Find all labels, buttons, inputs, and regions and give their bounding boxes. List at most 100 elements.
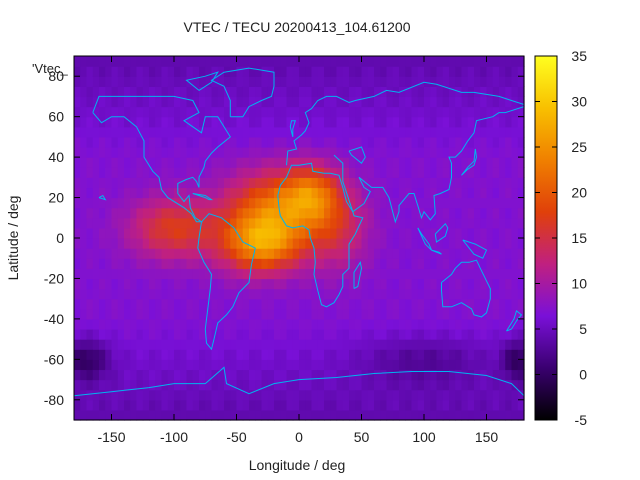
heatmap-cell xyxy=(486,136,494,148)
heatmap-cell xyxy=(317,318,325,330)
heatmap-cell xyxy=(299,207,306,219)
heatmap-cell xyxy=(205,66,213,77)
heatmap-cell xyxy=(349,389,356,401)
heatmap-cell xyxy=(105,248,113,259)
heatmap-cell xyxy=(411,106,419,118)
heatmap-cell xyxy=(330,298,338,310)
heatmap-cell xyxy=(117,217,125,229)
heatmap-cell xyxy=(480,258,488,269)
heatmap-cell xyxy=(249,369,256,381)
heatmap-cell xyxy=(324,359,331,371)
heatmap-cell xyxy=(417,157,425,168)
heatmap-cell xyxy=(236,258,244,269)
heatmap-cell xyxy=(274,147,281,158)
heatmap-cell xyxy=(74,167,81,178)
heatmap-cell xyxy=(330,177,338,189)
heatmap-cell xyxy=(105,339,113,350)
heatmap-cell xyxy=(186,66,194,77)
heatmap-cell xyxy=(267,76,275,87)
heatmap-cell xyxy=(155,157,163,168)
heatmap-cell xyxy=(405,207,413,219)
heatmap-cell xyxy=(161,349,169,360)
heatmap-cell xyxy=(149,278,156,290)
heatmap-cell xyxy=(467,409,475,421)
heatmap-cell xyxy=(399,349,406,360)
heatmap-cell xyxy=(242,86,250,98)
coastline xyxy=(506,309,523,332)
heatmap-cell xyxy=(192,288,200,300)
heatmap-cell xyxy=(467,187,475,199)
heatmap-cell xyxy=(317,278,325,290)
heatmap-cell xyxy=(324,157,331,168)
heatmap-cell xyxy=(299,126,306,138)
heatmap-cell xyxy=(405,227,413,239)
heatmap-cell xyxy=(211,339,219,350)
heatmap-cell xyxy=(411,329,419,340)
heatmap-cell xyxy=(424,369,431,381)
heatmap-cell xyxy=(205,76,213,87)
heatmap-cell xyxy=(449,238,456,249)
heatmap-cell xyxy=(117,258,125,269)
heatmap-cell xyxy=(286,157,294,168)
heatmap-cell xyxy=(111,217,119,229)
heatmap-cell xyxy=(299,258,306,269)
heatmap-cell xyxy=(142,329,150,340)
heatmap-cell xyxy=(374,136,381,148)
heatmap-cell xyxy=(130,56,138,67)
heatmap-cell xyxy=(86,359,94,371)
heatmap-cell xyxy=(205,308,213,320)
heatmap-cell xyxy=(86,227,94,239)
heatmap-cell xyxy=(342,339,350,350)
heatmap-cell xyxy=(380,329,388,340)
heatmap-cell xyxy=(174,278,181,290)
heatmap-cell xyxy=(92,187,100,199)
heatmap-cell xyxy=(442,339,450,350)
heatmap-cell xyxy=(192,197,200,209)
heatmap-cell xyxy=(280,248,288,259)
heatmap-cell xyxy=(192,96,200,108)
heatmap-cell xyxy=(411,248,419,259)
heatmap-cell xyxy=(224,399,231,411)
heatmap-cell xyxy=(474,136,481,148)
heatmap-cell xyxy=(474,86,481,98)
heatmap-cell xyxy=(505,318,513,330)
heatmap-cell xyxy=(511,86,519,98)
heatmap-cell xyxy=(324,136,331,148)
heatmap-cell xyxy=(211,116,219,128)
heatmap-cell xyxy=(436,339,444,350)
heatmap-cell xyxy=(317,389,325,401)
heatmap-cell xyxy=(274,318,281,330)
heatmap-cell xyxy=(399,167,406,178)
heatmap-cell xyxy=(461,76,469,87)
heatmap-cell xyxy=(442,126,450,138)
heatmap-cell xyxy=(161,126,169,138)
heatmap-cell xyxy=(205,248,213,259)
heatmap-cell xyxy=(180,268,188,280)
heatmap-cell xyxy=(367,379,375,391)
heatmap-cell xyxy=(192,308,200,320)
heatmap-cell xyxy=(461,258,469,269)
heatmap-cell xyxy=(161,106,169,118)
heatmap-cell xyxy=(236,197,244,209)
heatmap-cell xyxy=(80,318,88,330)
heatmap-cell xyxy=(80,167,88,178)
heatmap-cell xyxy=(467,207,475,219)
heatmap-cell xyxy=(461,136,469,148)
heatmap-cell xyxy=(211,278,219,290)
heatmap-cell xyxy=(386,409,394,421)
heatmap-cell xyxy=(324,207,331,219)
heatmap-cell xyxy=(305,409,313,421)
heatmap-cell xyxy=(342,76,350,87)
heatmap-cell xyxy=(367,167,375,178)
heatmap-cell xyxy=(374,76,381,87)
heatmap-cell xyxy=(311,217,319,229)
heatmap-cell xyxy=(299,76,306,87)
heatmap-cell xyxy=(199,349,206,360)
heatmap-cell xyxy=(474,167,481,178)
heatmap-cell xyxy=(492,248,500,259)
heatmap-cell xyxy=(380,349,388,360)
heatmap-cell xyxy=(336,177,344,189)
heatmap-cell xyxy=(386,147,394,158)
heatmap-cell xyxy=(249,96,256,108)
heatmap-cell xyxy=(330,167,338,178)
